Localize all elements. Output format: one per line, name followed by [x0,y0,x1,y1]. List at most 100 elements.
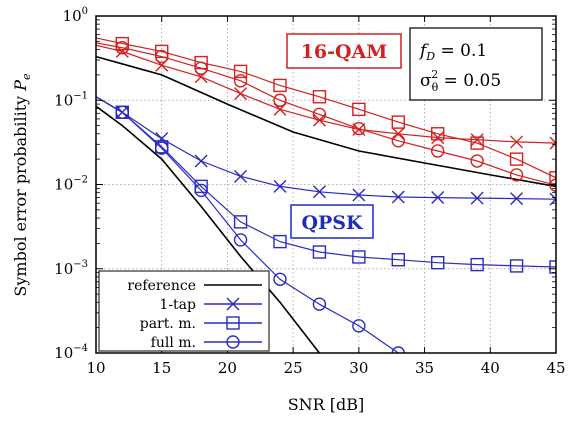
y-tick-label: 10−2 [54,175,88,194]
marker-x-stroke [194,154,208,168]
y-tick-label-exp: −3 [73,259,88,270]
data-point [391,127,405,141]
marker-x-stroke [312,185,326,199]
data-point [352,319,366,333]
data-point [549,260,556,274]
y-axis-label-var: P [11,80,30,92]
data-point [312,107,327,122]
parameter-box-frame [409,27,543,101]
marker-x-stroke [549,142,556,150]
data-point [194,61,208,75]
data-point [234,87,248,101]
data-point [549,171,556,185]
data-point [391,134,405,148]
param-sigma-sub: θ [432,81,439,94]
data-point [273,179,287,193]
marker-x-stroke [470,191,484,205]
data-point [352,102,366,117]
data-point [391,253,405,267]
qam-annotation-text: 16-QAM [301,41,388,63]
y-tick-label: 10−3 [54,259,88,278]
series-line [96,96,556,268]
y-tick-label-exp: −2 [73,175,88,186]
y-tick-label-exp: −1 [73,90,88,101]
data-point [115,36,129,51]
param-fd-sub: D [425,50,435,63]
y-tick-label-base: 10 [63,7,82,25]
data-point [312,297,327,311]
data-point [115,105,129,119]
y-axis-label-sub: e [20,73,33,80]
legend-label: reference [127,278,196,294]
legend-label: part. m. [140,316,196,332]
x-tick-label: 35 [415,359,434,377]
marker-x-stroke [549,192,556,201]
data-point [549,136,556,150]
marker-x-stroke [234,169,248,183]
data-point [509,259,524,273]
y-tick-label-exp: 0 [82,6,88,17]
data-point [549,178,556,192]
qpsk-annotation-box [290,204,374,239]
data-point [391,190,405,204]
y-tick-label: 10−4 [54,343,88,362]
qam-annotation-box [286,33,402,69]
x-tick-label: 40 [481,359,500,377]
data-point [431,255,445,270]
data-point [391,115,405,129]
data-point [431,191,445,205]
data-point [431,144,445,158]
x-tick-label: 10 [86,359,105,377]
data-point [391,346,405,353]
data-point [194,154,208,168]
marker-x-stroke [234,87,248,101]
x-tick-label: 30 [349,359,368,377]
legend-label: full m. [151,335,196,351]
y-tick-label-exp: −4 [73,343,88,354]
series-16-qam-part-m- [96,36,556,185]
data-point [194,179,208,194]
y-tick-label-base: 10 [54,91,73,109]
series-line [96,96,556,200]
legend-label: 1-tap [159,297,196,313]
data-point [470,191,484,205]
data-point [352,250,366,264]
x-tick-label: 25 [284,359,303,377]
qpsk-annotation-text: QPSK [301,212,364,234]
data-point [273,234,287,249]
marker-x-stroke [510,192,524,206]
marker-x-stroke [549,136,556,145]
param-fd: fD = 0.1 [418,41,487,63]
marker-x-stroke [431,191,445,205]
data-point [273,78,287,93]
data-point [194,183,208,198]
param-sigma-value: = 0.05 [438,71,501,91]
series-qpsk-part-m- [96,96,556,274]
y-axis-label: Symbol error probability Pe [11,73,33,297]
y-tick-label: 100 [63,6,88,25]
series-qpsk-full-m- [96,96,405,353]
series-16-qam-reference [96,55,556,188]
param-sigma: σθ2 = 0.05 [420,68,501,94]
marker-x-stroke [352,188,366,202]
data-point [352,188,366,202]
legend-marker [226,316,240,330]
data-point [155,49,169,64]
series-16-qam-full-m- [96,41,556,192]
data-point [115,41,129,55]
data-point [234,169,248,183]
data-point [312,245,327,259]
series-line [96,37,556,179]
y-tick-label: 10−1 [54,90,88,109]
data-point [470,136,484,150]
y-axis-label-text: Symbol error probability [11,91,30,297]
series-qpsk-1-tap [96,96,556,206]
x-tick-label: 45 [546,359,565,377]
data-point [233,233,248,247]
series-line [96,55,556,188]
series-qpsk-reference [96,105,321,353]
x-tick-label: 15 [152,359,171,377]
data-point [470,154,484,168]
